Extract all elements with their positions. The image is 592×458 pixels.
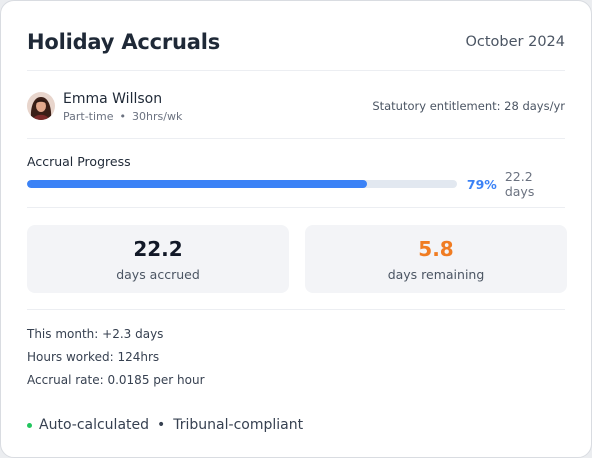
days-remaining-value: 5.8 [418, 237, 454, 261]
divider [27, 309, 565, 310]
progress-track [27, 180, 457, 188]
contract-type: Part-time [63, 109, 114, 123]
this-month-detail: This month: +2.3 days [27, 327, 164, 341]
card-title: Holiday Accruals [27, 30, 221, 54]
footer-separator: • [157, 417, 166, 433]
divider [27, 207, 565, 208]
compliance-label: Tribunal-compliant [173, 417, 304, 433]
divider [27, 70, 565, 71]
employee-name: Emma Willson [63, 90, 163, 107]
progress-fill [27, 180, 367, 188]
entitlement-label: Statutory entitlement: 28 days/yr [372, 99, 565, 113]
progress-percent: 79% [466, 176, 497, 192]
employee-row: Emma Willson Part-time • 30hrs/wk Statut… [27, 87, 565, 125]
card-header: Holiday Accruals October 2024 [27, 26, 565, 58]
accrual-rate-detail: Accrual rate: 0.0185 per hour [27, 373, 205, 387]
employee-meta: Part-time • 30hrs/wk [63, 110, 182, 123]
status-dot-icon [27, 422, 32, 428]
days-accrued-label: days accrued [116, 267, 200, 282]
days-remaining-stat: 5.8 days remaining [305, 225, 567, 293]
avatar [27, 92, 55, 120]
divider [27, 138, 565, 139]
progress-label: Accrual Progress [27, 154, 131, 169]
days-accrued-stat: 22.2 days accrued [27, 225, 289, 293]
days-accrued-value: 22.2 [133, 237, 183, 261]
footer-status: Auto-calculated • Tribunal-compliant [27, 417, 303, 433]
accrual-details: This month: +2.3 days Hours worked: 124h… [27, 327, 205, 396]
progress-row: 79% 22.2 days [27, 169, 565, 199]
progress-days: 22.2 days [504, 169, 535, 199]
period-label: October 2024 [465, 34, 565, 50]
weekly-hours: 30hrs/wk [132, 109, 183, 123]
hours-worked-detail: Hours worked: 124hrs [27, 350, 160, 364]
meta-separator: • [119, 109, 127, 123]
auto-calculated-label: Auto-calculated [39, 417, 150, 433]
days-remaining-label: days remaining [387, 267, 485, 282]
